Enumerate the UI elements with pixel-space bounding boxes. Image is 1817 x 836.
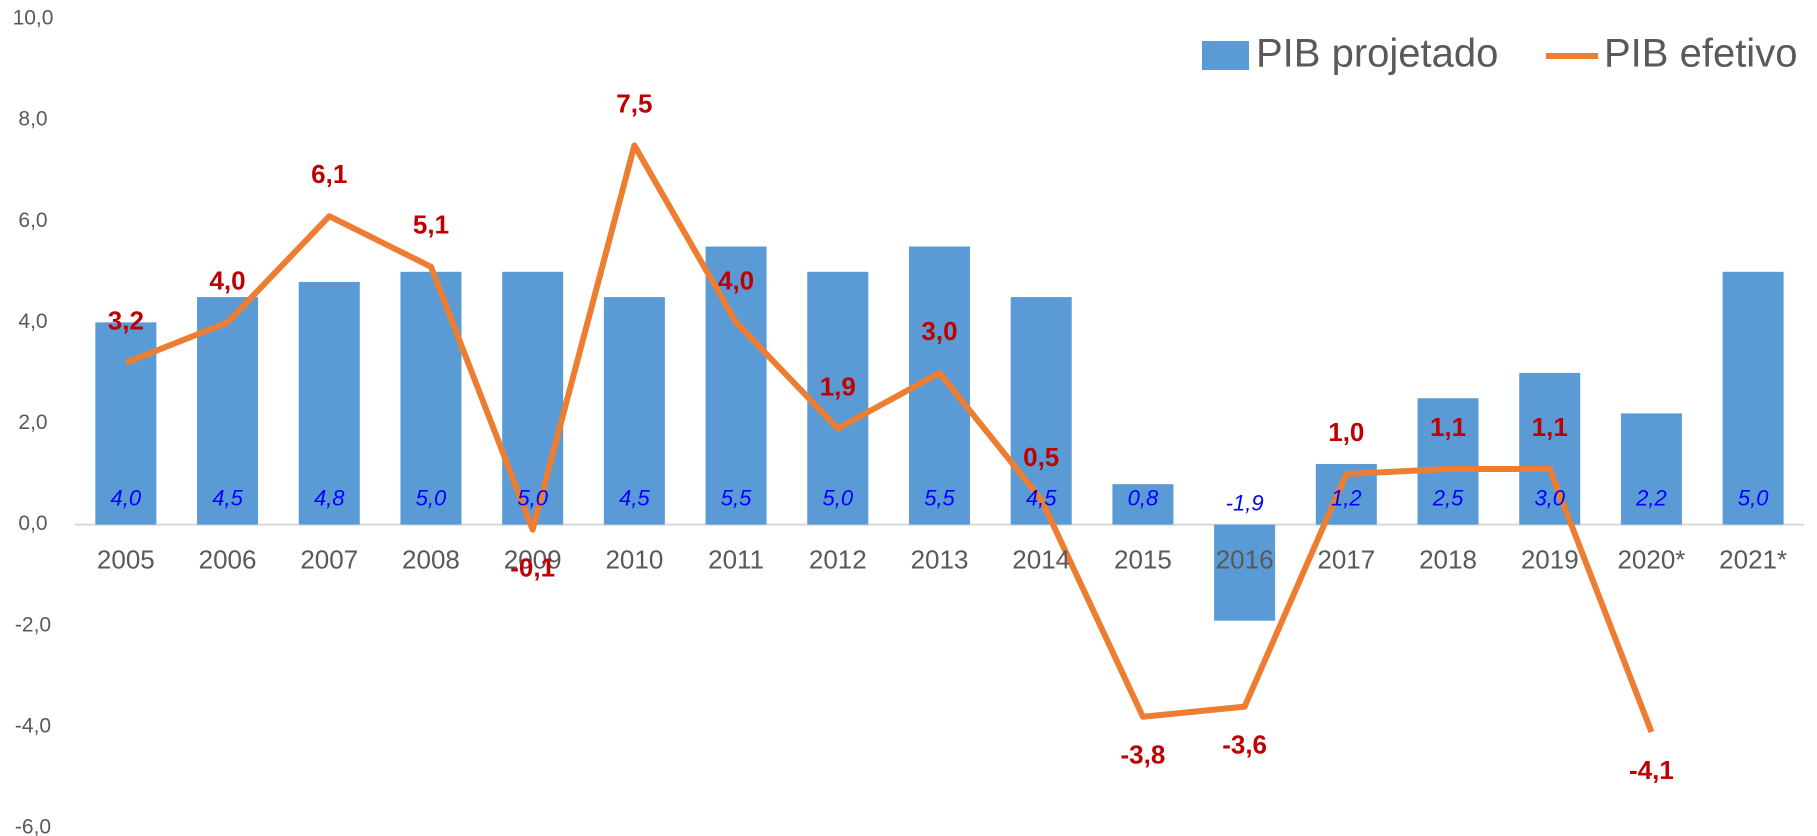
line-value-label: -3,8: [1121, 740, 1166, 770]
y-tick-label: 8,0: [18, 108, 47, 131]
bar-value-label: 2,5: [1432, 485, 1464, 510]
y-tick-label: 6,0: [18, 209, 47, 232]
bar: [1112, 484, 1174, 525]
bar-value-label: -1,9: [1226, 490, 1264, 515]
bar: [1417, 398, 1479, 525]
bar: [1722, 271, 1784, 525]
legend-label: PIB projetado: [1256, 32, 1498, 76]
y-tick-label: 4,0: [18, 310, 47, 333]
line-value-label: 4,0: [718, 265, 754, 295]
bar-value-label: 4,5: [619, 485, 650, 510]
line-value-label: 1,0: [1328, 417, 1364, 447]
legend-label: PIB efetivo: [1604, 32, 1797, 76]
line-value-label: -4,1: [1629, 755, 1674, 785]
y-tick-label: 2,0: [18, 411, 47, 434]
x-tick-label: 2016: [1216, 545, 1274, 575]
x-tick-label: 2011: [708, 545, 764, 575]
x-tick-label: 2020*: [1617, 545, 1685, 575]
x-tick-label: 2015: [1114, 545, 1172, 575]
bar-value-label: 5,5: [721, 485, 752, 510]
x-tick-label: 2021*: [1719, 545, 1787, 575]
bar-value-label: 4,0: [111, 485, 142, 510]
line-value-label: 7,5: [616, 88, 652, 118]
x-tick-label: 2019: [1521, 545, 1579, 575]
bar-value-label: 4,8: [314, 485, 345, 510]
bar-value-label: 5,5: [924, 485, 955, 510]
bar-value-label: 4,5: [1026, 485, 1057, 510]
line-value-label: 4,0: [209, 265, 245, 295]
line-value-label: -3,6: [1222, 730, 1267, 760]
legend-swatch: [1202, 41, 1249, 70]
x-tick-label: 2013: [911, 545, 969, 575]
x-tick-label: 2007: [300, 545, 358, 575]
line: [124, 142, 1655, 734]
bar: [1519, 372, 1581, 525]
bar: [1620, 413, 1682, 525]
x-tick-label: 2005: [97, 545, 155, 575]
x-tick-label: 2010: [605, 545, 663, 575]
line-value-label: 6,1: [311, 159, 347, 189]
y-tick-label: -2,0: [15, 613, 51, 636]
x-tick-label: 2018: [1419, 545, 1477, 575]
bar: [197, 297, 259, 525]
bar-value-label: 4,5: [212, 485, 243, 510]
line-value-label: 1,1: [1430, 412, 1466, 442]
bar: [807, 271, 869, 525]
line-value-label: 0,5: [1023, 442, 1059, 472]
bar-value-label: 5,0: [416, 485, 447, 510]
x-tick-label: 2014: [1012, 545, 1070, 575]
bar-value-label: 1,2: [1331, 485, 1362, 510]
bar-value-label: 5,0: [1738, 485, 1769, 510]
bar: [298, 281, 360, 525]
bar-value-label: 3,0: [1534, 485, 1565, 510]
line-value-label: -0,1: [510, 553, 555, 583]
y-tick-label: -4,0: [15, 714, 51, 737]
x-tick-label: 2012: [809, 545, 867, 575]
bar-value-label: 5,0: [822, 485, 853, 510]
bar: [1214, 524, 1276, 621]
bar-value-label: 5,0: [517, 485, 548, 510]
bar-value-label: 0,8: [1128, 485, 1159, 510]
x-tick-label: 2009: [504, 545, 562, 575]
x-tick-label: 2006: [199, 545, 257, 575]
line-value-label: 3,0: [921, 316, 957, 346]
y-tick-label: 0,0: [18, 512, 47, 535]
line-value-label: 1,1: [1532, 412, 1568, 442]
line-value-label: 5,1: [413, 210, 449, 240]
line-value-label: 3,2: [108, 306, 144, 336]
x-tick-label: 2017: [1317, 545, 1375, 575]
line-value-label: 1,9: [820, 371, 856, 401]
bar: [1010, 297, 1072, 525]
x-tick-label: 2008: [402, 545, 460, 575]
bar-value-label: 2,2: [1635, 485, 1667, 510]
y-tick-label: -6,0: [15, 816, 51, 836]
bar: [603, 297, 665, 525]
y-tick-label: 10,0: [13, 7, 54, 30]
